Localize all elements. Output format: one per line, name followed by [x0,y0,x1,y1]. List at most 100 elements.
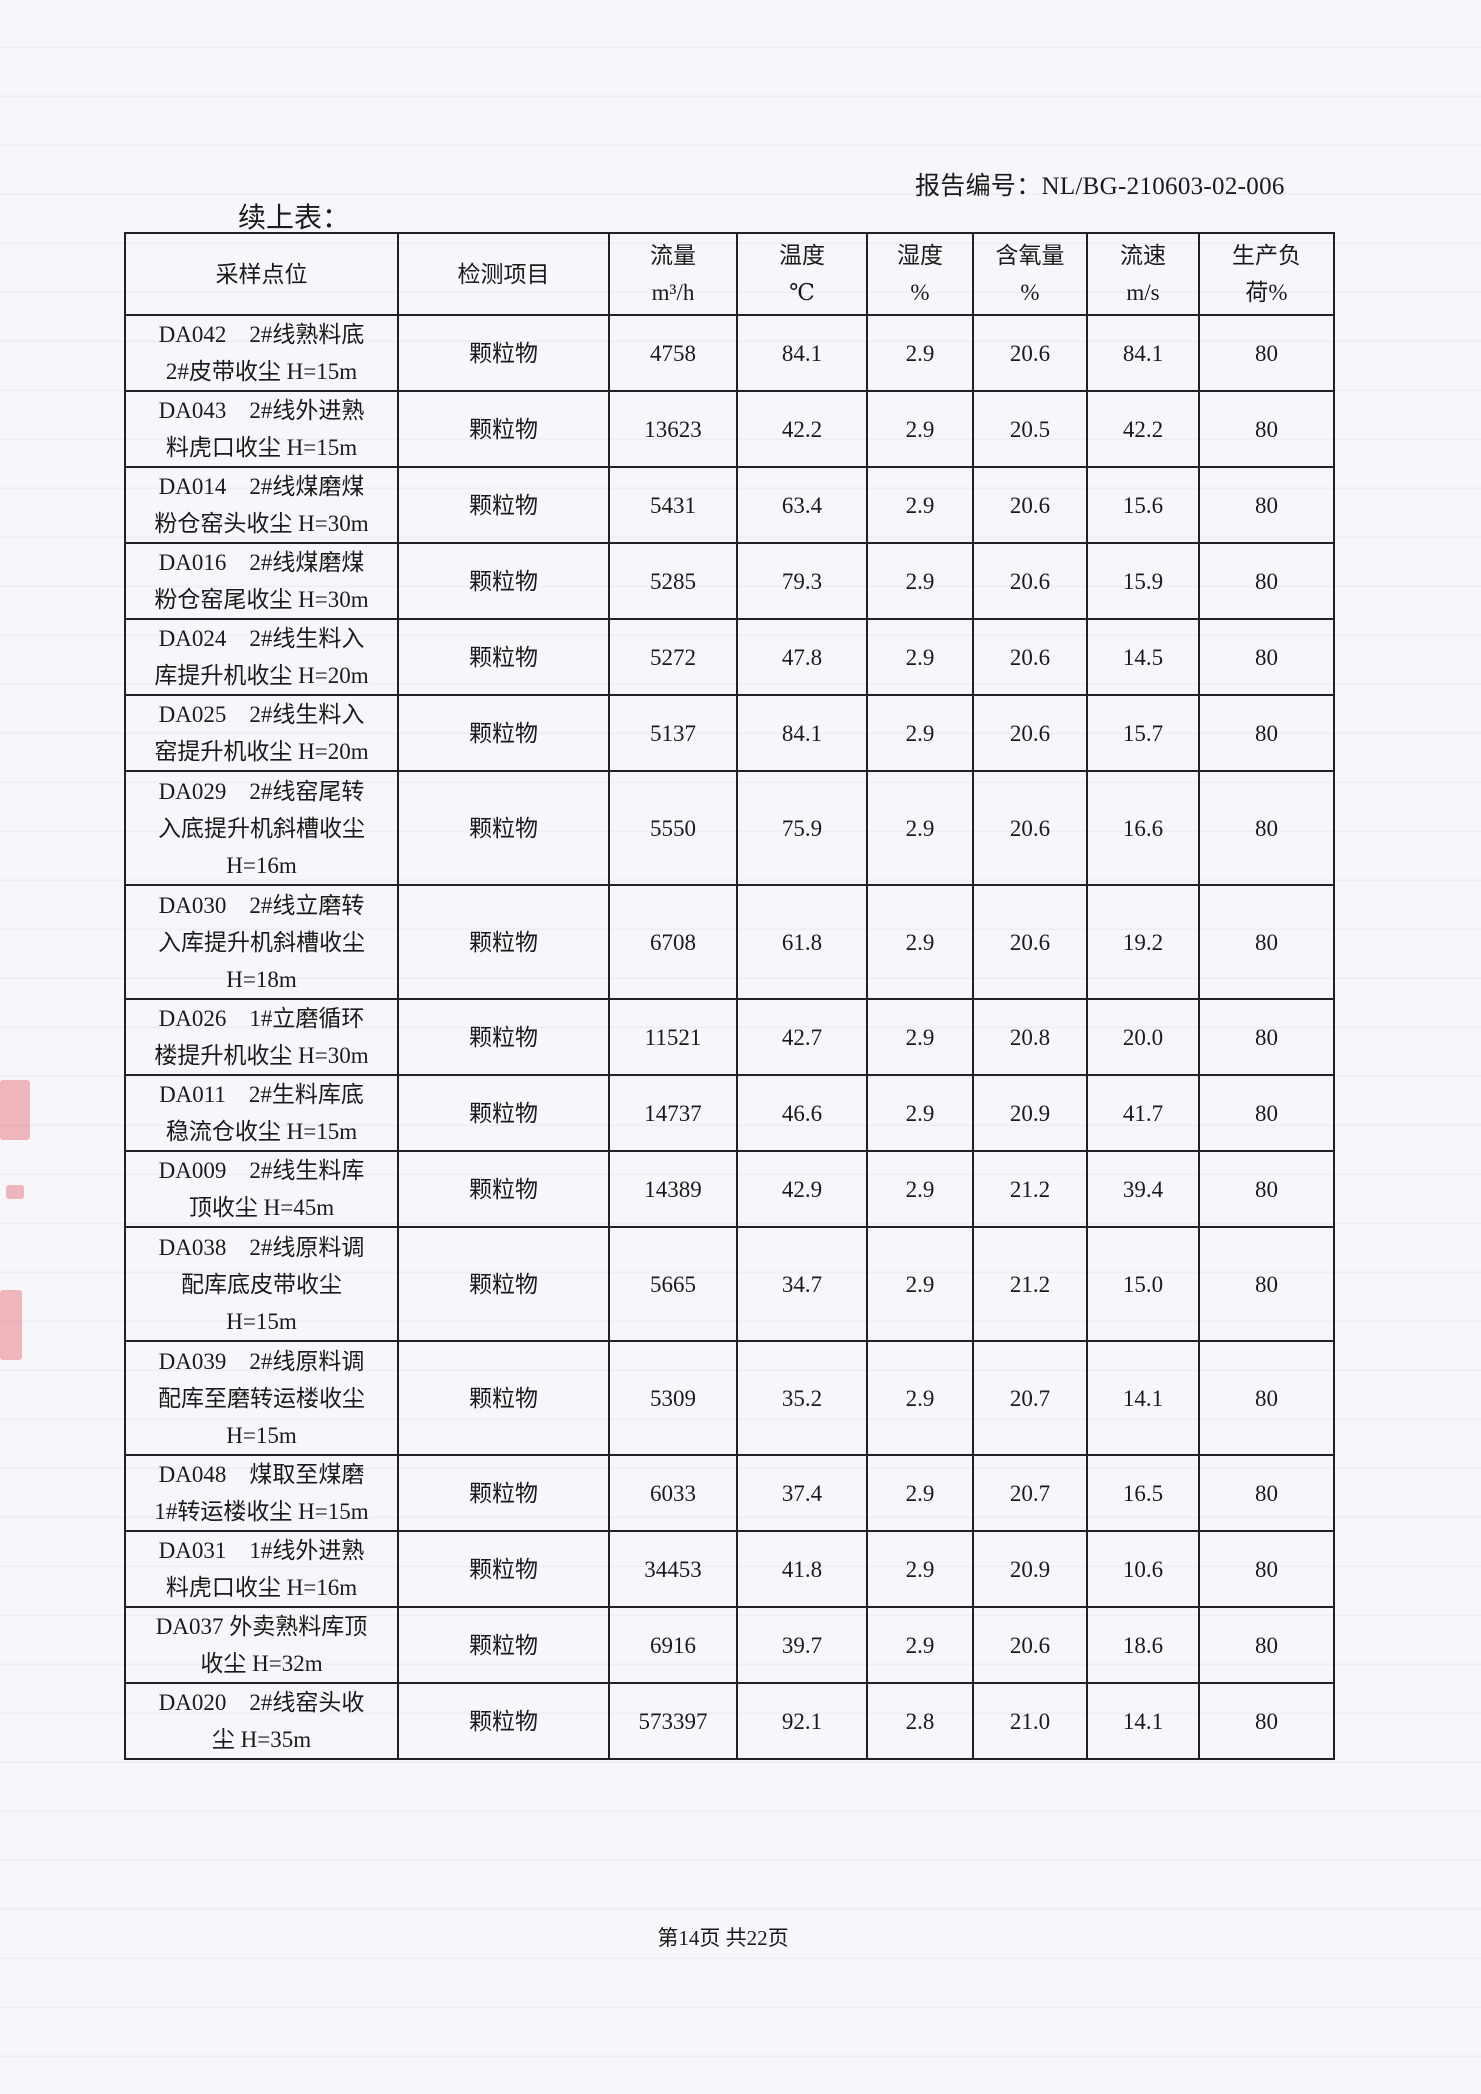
cell-temp: 84.1 [736,694,868,772]
location-line: DA026 1#立磨循环 [158,1006,365,1031]
cell-temp: 42.7 [736,998,868,1076]
cell-oxygen: 20.6 [972,1606,1088,1684]
table-row: DA048 煤取至煤磨 1#转运楼收尘 H=15m 颗粒物 6033 37.4 2.9 20… [124,1454,1335,1532]
cell-oxygen: 20.7 [972,1454,1088,1532]
cell-temp: 37.4 [736,1454,868,1532]
cell-load: 80 [1198,390,1335,468]
cell-load: 80 [1198,998,1335,1076]
cell-humidity: 2.9 [866,770,974,886]
cell-flow: 6916 [608,1606,738,1684]
cell-location: DA026 1#立磨循环 楼提升机收尘 H=30m [124,998,399,1076]
location-line: DA031 1#线外进熟 [158,1538,365,1563]
table-row: DA031 1#线外进熟 料虎口收尘 H=16m 颗粒物 34453 41.8 2.9 20… [124,1530,1335,1608]
cell-oxygen: 20.6 [972,694,1088,772]
table-row: DA037 外卖熟料库顶 收尘 H=32m 颗粒物 6916 39.7 2.9 20.6 18… [124,1606,1335,1684]
cell-load: 80 [1198,618,1335,696]
cell-velocity: 39.4 [1086,1150,1200,1228]
column-header-unit: % [1020,280,1040,305]
cell-flow: 11521 [608,998,738,1076]
table-row: DA025 2#线生料入 窑提升机收尘 H=20m 颗粒物 5137 84.1 2.9 20… [124,694,1335,772]
column-header-unit: m/s [1126,280,1160,305]
column-header-unit: 荷% [1245,280,1288,305]
cell-load: 80 [1198,1454,1335,1532]
cell-flow: 6033 [608,1454,738,1532]
table-row: DA014 2#线煤磨煤 粉仓窑头收尘 H=30m 颗粒物 5431 63.4 2.9 20… [124,466,1335,544]
cell-item: 颗粒物 [397,314,610,392]
table-row: DA026 1#立磨循环 楼提升机收尘 H=30m 颗粒物 11521 42.7 2.9 2… [124,998,1335,1076]
report-number: 报告编号：NL/BG-210603-02-006 [915,173,1285,200]
cell-location: DA016 2#线煤磨煤 粉仓窑尾收尘 H=30m [124,542,399,620]
cell-temp: 34.7 [736,1226,868,1342]
location-line: H=15m [226,1308,297,1334]
table-row: DA009 2#线生料库 顶收尘 H=45m 颗粒物 14389 42.9 2.9 21.2… [124,1150,1335,1228]
cell-flow: 14389 [608,1150,738,1228]
continued-label: 续上表： [238,203,351,234]
location-line: 尘 H=35m [211,1727,312,1752]
cell-location: DA009 2#线生料库 顶收尘 H=45m [124,1150,399,1228]
cell-humidity: 2.9 [866,390,974,468]
emission-data-table: 采样点位 检测项目 流量 m³/h 温度 ℃ 湿度% 含氧量% 流速 m/s 生产负 荷% DA042… [124,232,1335,1760]
table-header-row: 采样点位 检测项目 流量 m³/h 温度 ℃ 湿度% 含氧量% 流速 m/s 生产负 荷% [124,232,1335,316]
cell-temp: 92.1 [736,1682,868,1760]
cell-flow: 13623 [608,390,738,468]
location-line: 料虎口收尘 H=15m [165,435,358,460]
cell-velocity: 84.1 [1086,314,1200,392]
cell-velocity: 15.0 [1086,1226,1200,1342]
location-line: DA020 2#线窑头收 [158,1690,365,1715]
cell-oxygen: 20.6 [972,542,1088,620]
cell-velocity: 14.5 [1086,618,1200,696]
cell-velocity: 14.1 [1086,1682,1200,1760]
location-line: DA014 2#线煤磨煤 [158,474,365,499]
location-line: DA030 2#线立磨转 [158,892,365,918]
table-row: DA024 2#线生料入 库提升机收尘 H=20m 颗粒物 5272 47.8 2.9 20… [124,618,1335,696]
location-line: 窑提升机收尘 H=20m [154,739,369,764]
cell-temp: 84.1 [736,314,868,392]
cell-item: 颗粒物 [397,694,610,772]
location-line: H=16m [226,852,297,878]
cell-oxygen: 21.0 [972,1682,1088,1760]
cell-humidity: 2.9 [866,694,974,772]
cell-flow: 5550 [608,770,738,886]
column-header-label: 温度 [779,243,825,268]
cell-location: DA025 2#线生料入 窑提升机收尘 H=20m [124,694,399,772]
cell-location: DA042 2#线熟料底 2#皮带收尘 H=15m [124,314,399,392]
cell-velocity: 15.9 [1086,542,1200,620]
cell-humidity: 2.9 [866,314,974,392]
cell-item: 颗粒物 [397,998,610,1076]
cell-oxygen: 20.9 [972,1074,1088,1152]
cell-velocity: 18.6 [1086,1606,1200,1684]
cell-load: 80 [1198,466,1335,544]
cell-load: 80 [1198,884,1335,1000]
cell-oxygen: 20.9 [972,1530,1088,1608]
location-line: DA037 外卖熟料库顶 [155,1614,368,1639]
page-number: 第14页 共22页 [657,1926,789,1950]
cell-item: 颗粒物 [397,542,610,620]
column-header-label: 检测项目 [457,261,550,287]
cell-velocity: 15.7 [1086,694,1200,772]
table-row: DA016 2#线煤磨煤 粉仓窑尾收尘 H=30m 颗粒物 5285 79.3 2.9 20… [124,542,1335,620]
cell-item: 颗粒物 [397,1340,610,1456]
location-line: DA038 2#线原料调 [158,1234,365,1260]
cell-flow: 573397 [608,1682,738,1760]
cell-flow: 5285 [608,542,738,620]
cell-temp: 41.8 [736,1530,868,1608]
cell-location: DA024 2#线生料入 库提升机收尘 H=20m [124,618,399,696]
location-line: 粉仓窑头收尘 H=30m [154,511,369,536]
cell-item: 颗粒物 [397,1454,610,1532]
column-header: 检测项目 [397,232,610,316]
column-header-unit: m³/h [651,280,695,305]
cell-humidity: 2.9 [866,1226,974,1342]
column-header: 湿度% [866,232,974,316]
cell-velocity: 16.5 [1086,1454,1200,1532]
cell-flow: 5431 [608,466,738,544]
column-header-label: 湿度 [897,243,943,268]
column-header-label: 采样点位 [215,261,308,287]
column-header-unit: ℃ [789,280,815,305]
cell-humidity: 2.9 [866,884,974,1000]
cell-item: 颗粒物 [397,390,610,468]
cell-flow: 4758 [608,314,738,392]
cell-location: DA037 外卖熟料库顶 收尘 H=32m [124,1606,399,1684]
cell-item: 颗粒物 [397,770,610,886]
cell-temp: 79.3 [736,542,868,620]
cell-velocity: 41.7 [1086,1074,1200,1152]
